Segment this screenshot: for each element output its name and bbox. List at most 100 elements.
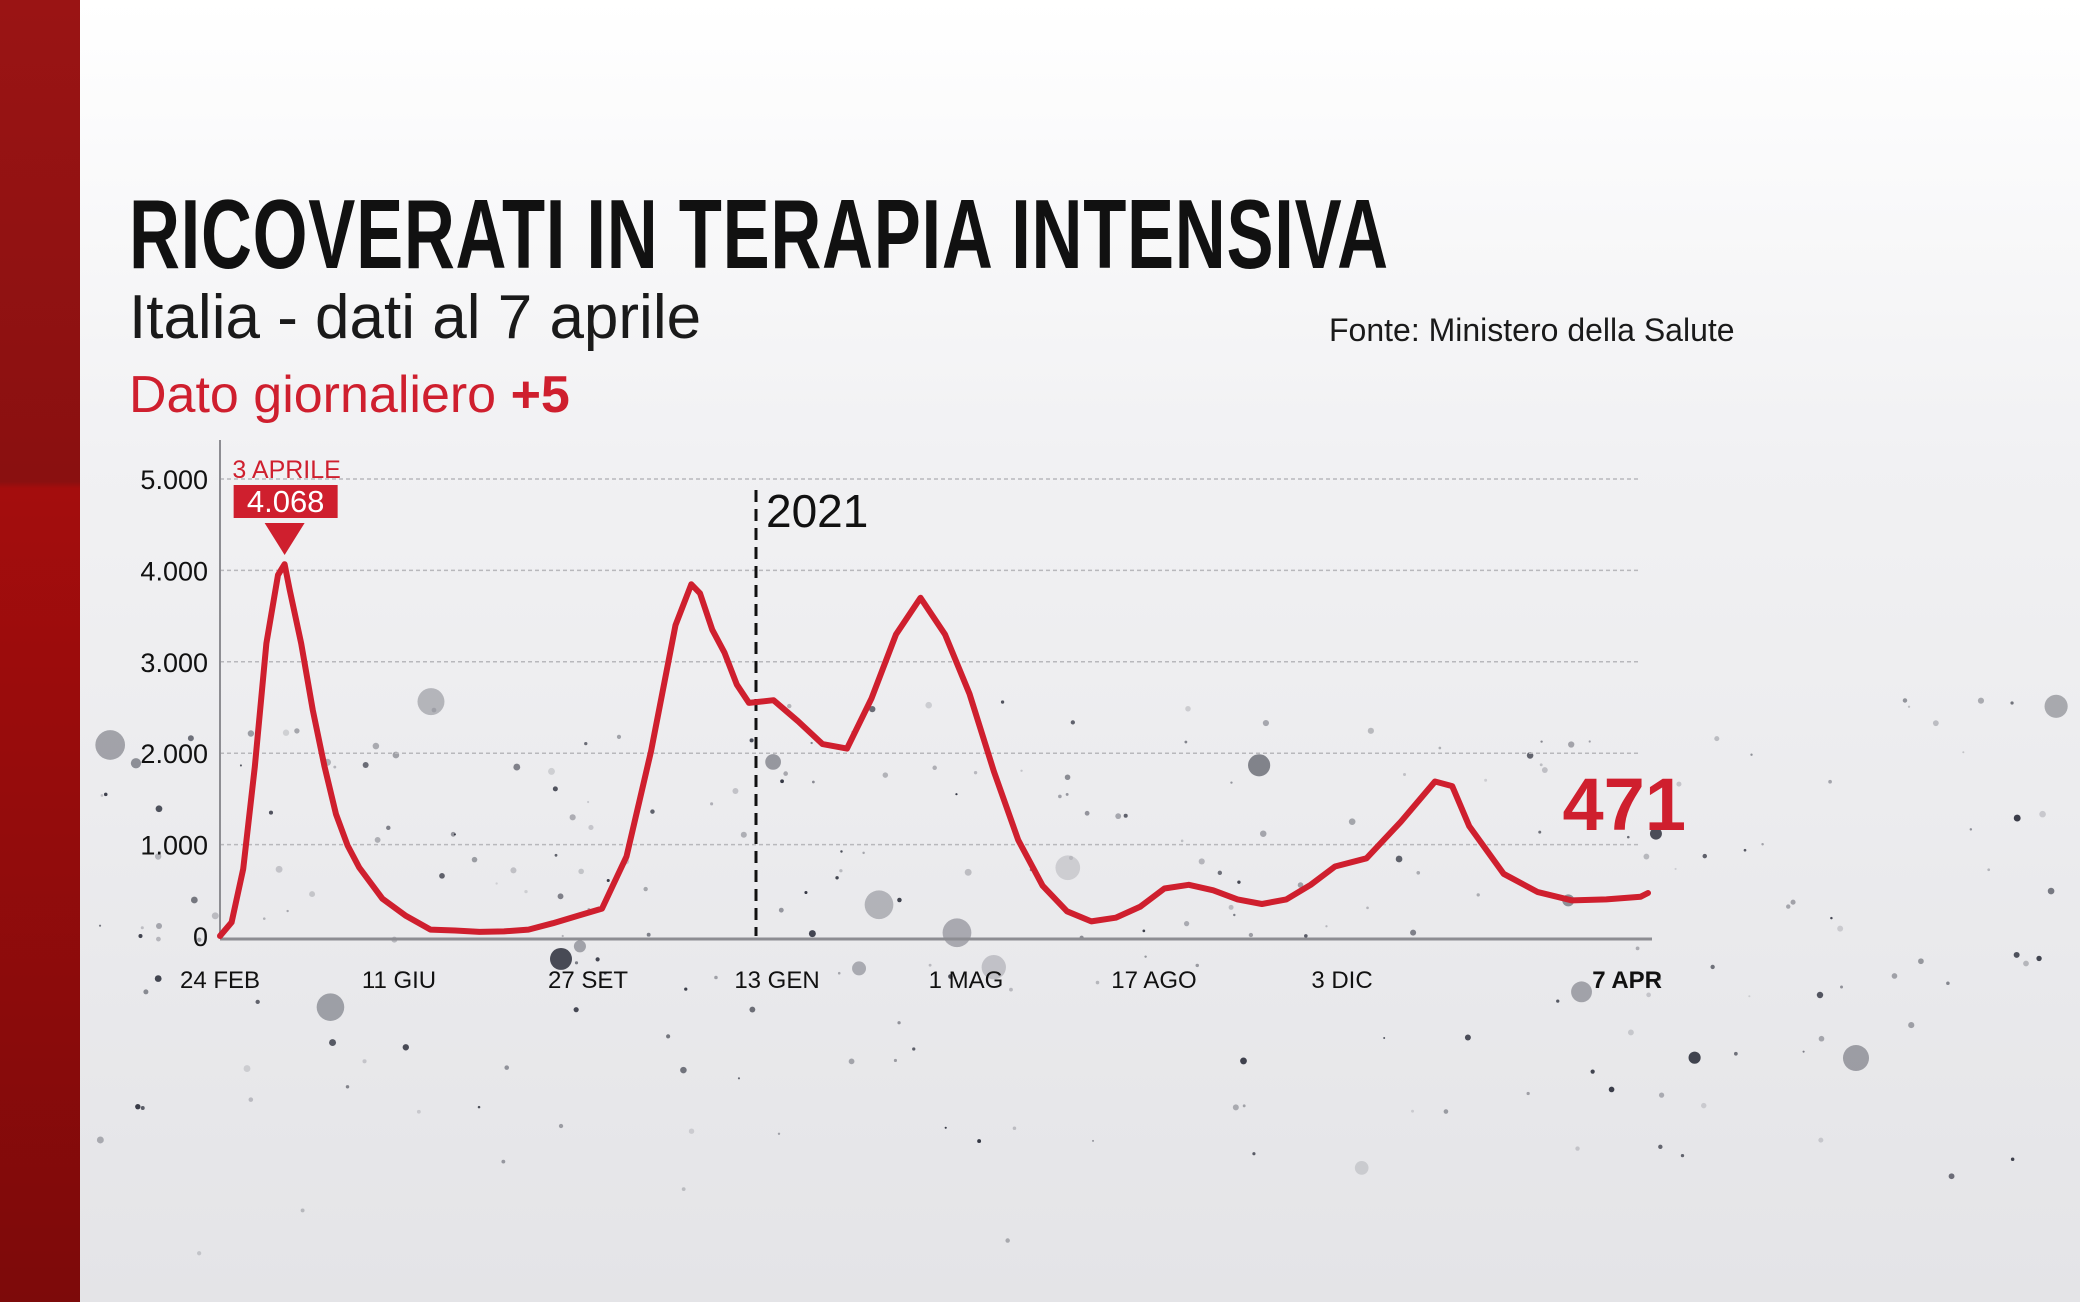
background-dot bbox=[1969, 828, 1973, 831]
x-tick-label: 17 AGO bbox=[1111, 967, 1196, 994]
background-dot bbox=[282, 729, 290, 736]
background-dot bbox=[1184, 740, 1188, 744]
background-dot bbox=[1416, 870, 1421, 875]
background-dot bbox=[243, 1065, 251, 1072]
background-dot bbox=[897, 1021, 901, 1025]
background-dot bbox=[138, 934, 143, 939]
background-dot bbox=[1701, 1102, 1707, 1109]
background-dot bbox=[1383, 1037, 1386, 1040]
background-dot bbox=[130, 758, 142, 769]
background-dot bbox=[1750, 753, 1753, 756]
background-dot bbox=[848, 1058, 855, 1065]
background-dot bbox=[275, 865, 283, 873]
background-dot bbox=[2013, 951, 2020, 958]
background-dot bbox=[852, 961, 867, 976]
background-dot bbox=[247, 730, 255, 737]
series-line bbox=[217, 561, 1651, 939]
background-dot bbox=[973, 770, 978, 775]
background-dot bbox=[1228, 904, 1234, 910]
background-dot bbox=[1115, 813, 1122, 820]
background-dot bbox=[944, 1126, 947, 1129]
background-dot bbox=[1484, 778, 1488, 782]
background-dot bbox=[1410, 929, 1417, 936]
background-dot bbox=[552, 786, 558, 792]
background-dot bbox=[397, 970, 402, 976]
background-dot bbox=[1411, 1109, 1414, 1113]
background-dot bbox=[1568, 741, 1575, 748]
background-dot bbox=[1068, 855, 1074, 861]
background-dot bbox=[1198, 858, 1205, 865]
background-dot bbox=[681, 1187, 686, 1192]
background-dot bbox=[1144, 955, 1147, 958]
background-dot bbox=[1946, 981, 1950, 986]
background-dot bbox=[1000, 700, 1005, 704]
background-dot bbox=[1743, 848, 1747, 852]
background-dot bbox=[1217, 870, 1223, 876]
background-dot bbox=[587, 800, 590, 804]
y-tick-label: 0 bbox=[193, 922, 208, 952]
background-dot bbox=[2010, 1157, 2015, 1162]
background-dot bbox=[1012, 1126, 1017, 1131]
background-dot bbox=[95, 730, 126, 760]
background-dot bbox=[1818, 1137, 1824, 1143]
background-dot bbox=[100, 794, 104, 797]
year-label: 2021 bbox=[766, 485, 868, 537]
background-dot bbox=[912, 1047, 916, 1051]
background-dot bbox=[1538, 830, 1542, 834]
background-dot bbox=[1476, 893, 1480, 897]
background-dot bbox=[1627, 1029, 1634, 1036]
background-dot bbox=[2036, 955, 2042, 962]
background-dot bbox=[1248, 932, 1254, 938]
background-dot bbox=[882, 772, 889, 778]
background-dot bbox=[811, 780, 815, 784]
background-dot bbox=[2010, 701, 2014, 705]
background-dot bbox=[1635, 946, 1640, 951]
background-dot bbox=[1786, 904, 1791, 909]
background-dot bbox=[1948, 1173, 1955, 1180]
background-dot bbox=[749, 738, 754, 743]
background-dot bbox=[680, 1066, 687, 1074]
background-dot bbox=[417, 688, 445, 716]
background-dot bbox=[1608, 1086, 1615, 1093]
background-dot bbox=[1816, 991, 1824, 999]
background-dot bbox=[1748, 995, 1751, 998]
background-dot bbox=[573, 940, 586, 953]
background-dot bbox=[1830, 916, 1833, 920]
background-dot bbox=[837, 971, 841, 975]
background-dot bbox=[1840, 985, 1843, 989]
background-dot bbox=[840, 850, 843, 853]
background-dot bbox=[1676, 781, 1682, 787]
background-dot bbox=[928, 963, 932, 967]
y-tick-label: 1.000 bbox=[140, 831, 208, 861]
background-dot bbox=[1195, 963, 1199, 968]
background-dot bbox=[595, 957, 600, 962]
background-dot bbox=[1248, 754, 1271, 777]
background-dot bbox=[154, 853, 162, 860]
background-dot bbox=[96, 1136, 104, 1144]
background-dot bbox=[1065, 792, 1069, 796]
y-tick-label: 2.000 bbox=[140, 739, 208, 769]
x-tick-label: 3 DIC bbox=[1311, 967, 1372, 994]
background-dot bbox=[1818, 1035, 1825, 1042]
peak-pointer-icon bbox=[264, 523, 305, 555]
background-dot bbox=[197, 1251, 202, 1256]
background-dot bbox=[603, 971, 607, 975]
peak-value-box bbox=[233, 485, 338, 518]
background-dot bbox=[362, 1059, 367, 1064]
background-dot bbox=[1242, 1104, 1246, 1108]
background-dot bbox=[1842, 1044, 1870, 1072]
background-dot bbox=[345, 1085, 350, 1089]
background-dot bbox=[98, 924, 102, 927]
side-band bbox=[0, 0, 80, 1302]
background-dot bbox=[1230, 781, 1233, 784]
background-dot bbox=[187, 735, 194, 742]
background-dot bbox=[777, 1132, 781, 1135]
background-dot bbox=[1367, 727, 1374, 734]
background-dot bbox=[1658, 1144, 1663, 1150]
daily-change: Dato giornaliero +5 bbox=[129, 365, 570, 425]
background-dot bbox=[524, 889, 528, 894]
background-dot bbox=[154, 975, 162, 982]
background-dot bbox=[561, 934, 564, 938]
source-note: Fonte: Ministero della Salute bbox=[1329, 312, 1735, 348]
background-dot bbox=[893, 1058, 897, 1063]
